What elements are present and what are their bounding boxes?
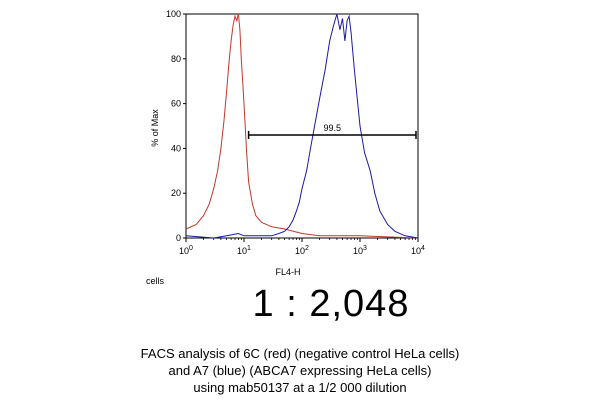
ticks-layer: 0 20 40 60 80 100 100 101 102 103 104 xyxy=(166,9,425,256)
x-tick-label-1: 100 xyxy=(179,245,193,256)
y-tick-label-60: 60 xyxy=(171,99,181,109)
plot-frame xyxy=(185,13,419,239)
y-axis-title: % of Max xyxy=(150,109,160,147)
series-line-2 xyxy=(185,13,419,239)
y-tick-label-100: 100 xyxy=(166,9,181,19)
dilution-ratio: 1 : 2,048 xyxy=(252,283,410,325)
x-tick-label-10000: 104 xyxy=(411,245,425,256)
plot-area xyxy=(185,13,419,239)
gate-layer: 99.5 xyxy=(247,123,417,139)
y-tick-label-20: 20 xyxy=(171,188,181,198)
figure-caption: FACS analysis of 6C (red) (negative cont… xyxy=(0,345,600,396)
y-tick-label-40: 40 xyxy=(171,143,181,153)
x-tick-label-1000: 103 xyxy=(353,245,367,256)
cells-label: cells xyxy=(146,276,165,286)
caption-line-2: and A7 (blue) (ABCA7 expressing HeLa cel… xyxy=(168,363,432,378)
facs-histogram: 99.5 0 20 40 60 80 100 100 101 102 103 104 % of Ma… xyxy=(150,9,425,277)
y-tick-label-80: 80 xyxy=(171,54,181,64)
x-axis-title: FL4-H xyxy=(275,267,300,277)
gate-label: 99.5 xyxy=(324,123,342,133)
x-tick-label-10: 101 xyxy=(237,245,251,256)
caption-line-3: using mab50137 at a 1/2 000 dilution xyxy=(193,380,407,395)
series-layer xyxy=(185,13,419,239)
x-tick-label-100: 102 xyxy=(295,245,309,256)
caption-line-1: FACS analysis of 6C (red) (negative cont… xyxy=(140,346,460,361)
y-tick-label-0: 0 xyxy=(176,233,181,243)
series-line-1 xyxy=(185,13,419,239)
